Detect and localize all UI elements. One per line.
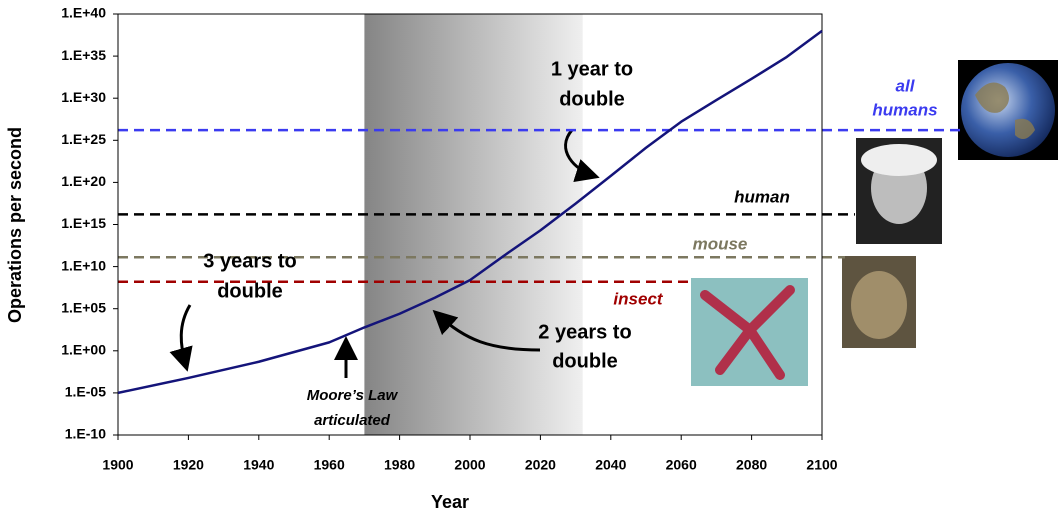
x-tick-label: 1980 bbox=[384, 457, 415, 473]
y-tick-label: 1.E-10 bbox=[65, 426, 106, 442]
annotation: double bbox=[559, 88, 625, 110]
annotation: 1 year to bbox=[551, 58, 633, 80]
x-tick-label: 2040 bbox=[595, 457, 626, 473]
y-tick-label: 1.E+00 bbox=[61, 342, 106, 358]
x-tick-label: 2060 bbox=[666, 457, 697, 473]
y-axis-title: Operations per second bbox=[5, 127, 25, 323]
annotation: articulated bbox=[314, 412, 391, 429]
y-tick-label: 1.E-05 bbox=[65, 384, 106, 400]
dragonfly-wings bbox=[700, 285, 795, 380]
x-tick-label: 1920 bbox=[173, 457, 204, 473]
plot-frame bbox=[117, 13, 823, 436]
x-tick-label: 2000 bbox=[454, 457, 485, 473]
x-tick-label: 1960 bbox=[314, 457, 345, 473]
reference-label: all bbox=[896, 76, 916, 95]
y-tick-label: 1.E+20 bbox=[61, 173, 106, 189]
x-tick-label: 1940 bbox=[243, 457, 274, 473]
mouse-body bbox=[851, 271, 907, 339]
y-tick-label: 1.E+10 bbox=[61, 257, 106, 273]
einstein-hair bbox=[861, 144, 937, 176]
annotation: double bbox=[217, 280, 283, 302]
reference-label: human bbox=[734, 187, 790, 206]
annotation: 3 years to bbox=[203, 250, 296, 272]
annotation: 2 years to bbox=[538, 321, 631, 343]
y-tick-label: 1.E+35 bbox=[61, 47, 106, 63]
x-tick-label: 2080 bbox=[736, 457, 767, 473]
reference-label: insect bbox=[613, 289, 663, 308]
arrow bbox=[564, 129, 600, 183]
y-tick-label: 1.E+40 bbox=[61, 5, 106, 21]
arrow bbox=[432, 309, 541, 352]
y-tick-label: 1.E+05 bbox=[61, 299, 106, 315]
y-tick-label: 1.E+15 bbox=[61, 215, 106, 231]
x-tick-label: 2020 bbox=[525, 457, 556, 473]
y-tick-label: 1.E+25 bbox=[61, 131, 106, 147]
x-tick-label: 1900 bbox=[102, 457, 133, 473]
earth-photo bbox=[961, 63, 1055, 157]
x-tick-label: 2100 bbox=[806, 457, 837, 473]
y-tick-label: 1.E+30 bbox=[61, 89, 106, 105]
earth-land bbox=[975, 82, 1035, 139]
annotation: Moore’s Law bbox=[307, 387, 399, 404]
x-axis-title: Year bbox=[431, 492, 469, 512]
arrow bbox=[169, 304, 193, 372]
series-line bbox=[117, 29, 823, 395]
reference-label: humans bbox=[872, 100, 937, 119]
reference-label: mouse bbox=[693, 234, 748, 253]
annotation: double bbox=[552, 350, 618, 372]
